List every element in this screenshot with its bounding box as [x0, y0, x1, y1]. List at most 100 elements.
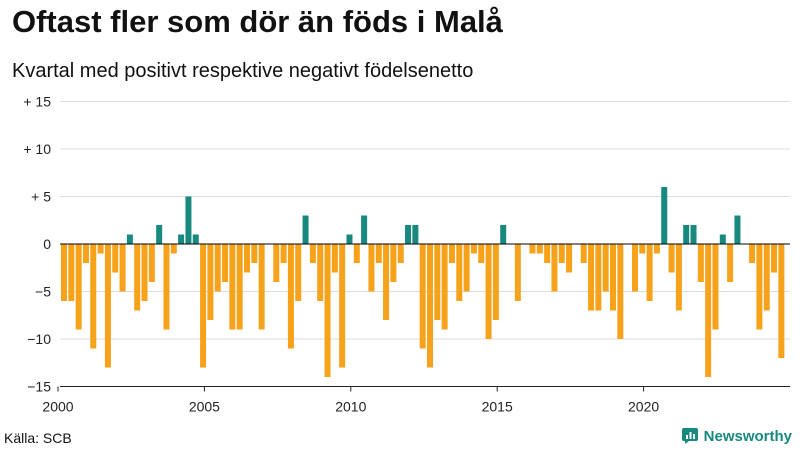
bar	[156, 225, 163, 244]
bar	[134, 244, 141, 311]
bar	[244, 244, 250, 273]
bar	[346, 234, 353, 244]
bar	[61, 244, 67, 301]
bar	[295, 244, 302, 301]
bar	[712, 244, 719, 330]
x-tick-label: 2015	[482, 399, 513, 415]
bar	[727, 244, 734, 282]
bar	[258, 244, 265, 330]
source-note: Källa: SCB	[4, 430, 72, 446]
bar	[646, 244, 653, 301]
bar	[514, 244, 521, 301]
x-tick-label: 2020	[628, 399, 659, 415]
bar	[200, 244, 207, 368]
bar	[383, 244, 390, 320]
bar	[631, 244, 638, 292]
bar	[675, 244, 682, 311]
bar	[178, 234, 185, 244]
bar	[580, 244, 587, 263]
x-tick-label: 2005	[189, 399, 220, 415]
newsworthy-logo-icon	[681, 428, 698, 444]
bar	[405, 225, 412, 244]
bar	[214, 244, 221, 292]
y-tick-label: −10	[27, 331, 51, 347]
bar	[112, 244, 119, 273]
y-tick-label: + 5	[31, 189, 51, 205]
bar	[734, 215, 741, 244]
bar	[251, 244, 258, 263]
chart-title: Oftast fler som dör än föds i Malå	[12, 4, 503, 39]
bar	[441, 244, 448, 330]
bar	[771, 244, 778, 273]
bar	[529, 244, 536, 254]
bar	[331, 244, 338, 273]
bar	[207, 244, 214, 320]
bar	[82, 244, 89, 263]
x-axis: 2000 2005 2010 2015 2020	[42, 386, 790, 415]
bar	[610, 244, 616, 311]
bar	[353, 244, 360, 263]
bar	[639, 244, 646, 254]
bar	[163, 244, 170, 330]
brand-logo: Newsworthy	[681, 427, 792, 445]
y-tick-label: + 15	[23, 94, 51, 110]
bar	[668, 244, 675, 273]
bar	[375, 244, 382, 263]
bar	[141, 244, 148, 301]
bar	[588, 244, 595, 311]
bar	[617, 244, 624, 339]
bar	[170, 244, 177, 254]
bar	[697, 244, 704, 282]
bar	[427, 244, 433, 368]
bar	[324, 244, 331, 377]
bar	[653, 244, 660, 254]
bar	[368, 244, 375, 292]
bar	[551, 244, 558, 292]
bar	[339, 244, 346, 368]
bars	[61, 187, 785, 377]
bar	[104, 244, 111, 368]
bar	[763, 244, 770, 311]
bar	[719, 234, 726, 244]
bar	[287, 244, 294, 349]
y-tick-label: + 10	[23, 141, 51, 157]
bar	[126, 234, 133, 244]
bar	[309, 244, 316, 263]
bar	[434, 244, 441, 320]
bar	[661, 187, 668, 244]
bar	[97, 244, 104, 254]
bar	[536, 244, 543, 254]
bar	[68, 244, 75, 301]
bar	[273, 244, 280, 282]
bar	[558, 244, 565, 263]
bar	[463, 244, 470, 292]
bar	[683, 225, 690, 244]
bar	[500, 225, 507, 244]
bar	[756, 244, 763, 330]
bar	[185, 196, 192, 244]
bar	[317, 244, 324, 301]
bar	[390, 244, 397, 282]
bar	[397, 244, 404, 263]
bar	[236, 244, 243, 330]
bar	[566, 244, 573, 273]
bar	[544, 244, 551, 263]
bar	[90, 244, 97, 349]
bar	[749, 244, 756, 263]
bar	[690, 225, 697, 244]
bar	[148, 244, 155, 282]
bar	[705, 244, 712, 377]
bar	[229, 244, 236, 330]
bar	[485, 244, 492, 339]
bar	[778, 244, 785, 358]
bar	[75, 244, 82, 330]
bar	[361, 215, 368, 244]
x-tick-label: 2000	[42, 399, 73, 415]
bar	[602, 244, 609, 292]
y-axis-labels: + 15 + 10 + 5 0 −5 −10 −15	[23, 94, 51, 395]
chart-subtitle: Kvartal med positivt respektive negativt…	[12, 60, 474, 82]
bar	[302, 215, 309, 244]
bar	[412, 225, 419, 244]
bar	[280, 244, 287, 263]
